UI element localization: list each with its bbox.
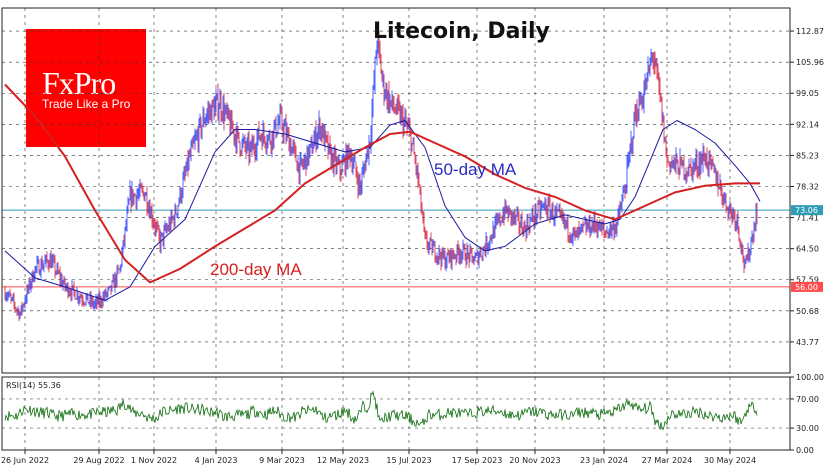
y-tick-label: 50.68 xyxy=(796,307,819,316)
y-tick-label: 71.41 xyxy=(796,214,819,223)
fxpro-logo: FxPro Trade Like a Pro xyxy=(26,29,146,147)
y-tick-label: 99.05 xyxy=(796,89,819,98)
moving-averages xyxy=(4,83,761,301)
x-tick-label: 27 Mar 2024 xyxy=(642,456,693,465)
x-tick-label: 15 Jul 2023 xyxy=(386,456,431,465)
chart-title: Litecoin, Daily xyxy=(373,19,550,44)
price-level-badge xyxy=(791,205,823,216)
y-tick-label: 78.32 xyxy=(796,182,819,191)
price-panel-frame xyxy=(1,7,791,374)
y-tick-label: 105.96 xyxy=(796,58,824,67)
y-tick-label: 85.23 xyxy=(796,151,819,160)
rsi-line xyxy=(4,390,758,431)
logo-tagline: Trade Like a Pro xyxy=(42,97,131,111)
y-tick-label: 57.59 xyxy=(796,276,819,285)
ma200-line xyxy=(4,83,760,284)
chart-grid xyxy=(2,8,790,450)
ma50-label: 50-day MA xyxy=(434,160,517,179)
x-tick-label: 12 May 2023 xyxy=(317,456,369,465)
y-tick-label: 43.77 xyxy=(796,338,819,347)
ma50-line xyxy=(4,120,761,301)
price-level-label: 56.00 xyxy=(795,283,818,292)
rsi-panel xyxy=(2,390,790,431)
x-tick-label: 30 May 2024 xyxy=(704,456,756,465)
x-tick-label: 4 Jan 2023 xyxy=(195,456,238,465)
axes: 112.87 105.96 99.05 92.14 85.23 78.32 71.41 64.… xyxy=(1,7,824,465)
price-level-badge xyxy=(791,281,823,292)
price-level-label: 73.06 xyxy=(795,206,818,215)
ma200-label: 200-day MA xyxy=(210,260,302,279)
x-tick-label: 17 Sep 2023 xyxy=(452,456,503,465)
x-tick-label: 26 Jun 2022 xyxy=(1,456,49,465)
rsi-y-tick-label: 30.00 xyxy=(796,424,819,433)
x-tick-label: 23 Jan 2024 xyxy=(580,456,628,465)
y-tick-label: 64.50 xyxy=(796,245,819,254)
y-tick-label: 112.87 xyxy=(796,27,824,36)
logo-brand: FxPro xyxy=(42,65,116,101)
price-levels xyxy=(2,209,790,288)
rsi-panel-frame xyxy=(1,376,791,451)
x-tick-label: 29 Aug 2022 xyxy=(73,456,124,465)
x-tick-label: 1 Nov 2022 xyxy=(131,456,177,465)
rsi-y-tick-label: 100.00 xyxy=(796,373,824,382)
rsi-label: RSI(14) 55.36 xyxy=(6,381,61,390)
x-tick-label: 9 Mar 2023 xyxy=(259,456,305,465)
rsi-y-tick-label: 70.00 xyxy=(796,395,819,404)
y-tick-label: 92.14 xyxy=(796,120,819,129)
x-tick-label: 20 Nov 2023 xyxy=(509,456,560,465)
candles xyxy=(4,30,758,322)
rsi-y-tick-label: 0.00 xyxy=(796,446,814,455)
